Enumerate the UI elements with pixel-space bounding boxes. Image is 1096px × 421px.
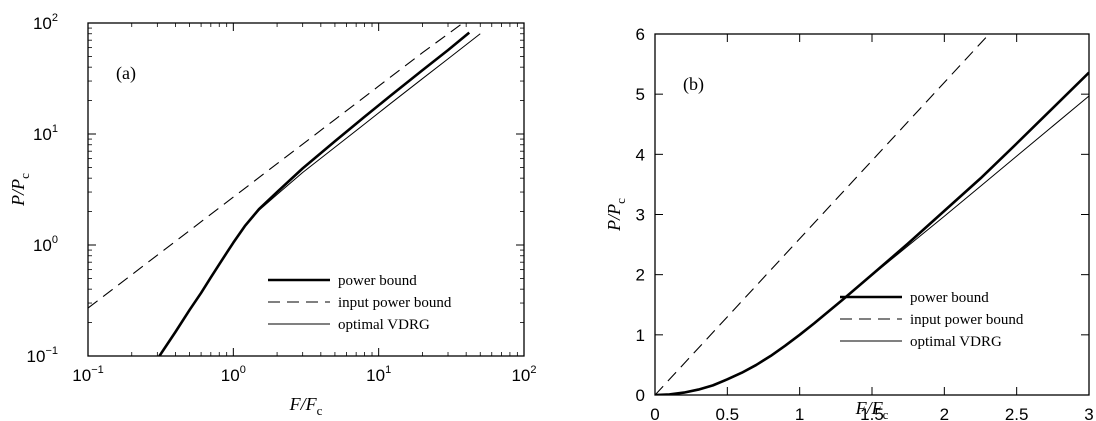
y-tick-base: 10 bbox=[33, 14, 52, 33]
y-tick-exp: 1 bbox=[52, 123, 58, 135]
y-tick-exp: 0 bbox=[52, 234, 58, 246]
x-tick-label-a-3: 102 bbox=[511, 364, 536, 385]
y-axis-label-b-num: P/P bbox=[604, 204, 624, 232]
y-tick-label-b-0: 0 bbox=[636, 386, 645, 405]
y-tick-label-b-6: 6 bbox=[636, 25, 645, 44]
y-tick-exp: 2 bbox=[52, 12, 58, 24]
x-tick-label-a-0: 10−1 bbox=[72, 364, 103, 385]
y-tick-base: 10 bbox=[33, 125, 52, 144]
x-tick-label-b-0: 0 bbox=[650, 405, 659, 421]
x-tick-label-b-5: 2.5 bbox=[1005, 405, 1029, 421]
legend-label-optimal-VDRG: optimal VDRG bbox=[338, 317, 430, 333]
x-tick-base: 10 bbox=[366, 366, 385, 385]
x-tick-exp: 0 bbox=[240, 364, 246, 376]
series-line-optimal-VDRG bbox=[655, 95, 1089, 395]
x-tick-label-b-2: 1 bbox=[795, 405, 804, 421]
y-axis-label-b: P/Pc bbox=[604, 198, 628, 232]
x-tick-exp: 1 bbox=[385, 364, 391, 376]
plot-frame-a bbox=[87, 22, 525, 357]
y-tick-label-b-3: 3 bbox=[636, 206, 645, 225]
y-tick-label-b-2: 2 bbox=[636, 266, 645, 285]
x-axis-label-b-num: F/F bbox=[855, 398, 884, 418]
x-tick-exp: −1 bbox=[91, 364, 104, 376]
legend-label-input-power-bound: input power bound bbox=[338, 295, 452, 311]
x-tick-label-a-1: 100 bbox=[221, 364, 246, 385]
series-line-power-bound bbox=[655, 71, 1089, 395]
legend-label-power-bound: power bound bbox=[338, 273, 417, 289]
y-tick-label-b-1: 1 bbox=[636, 326, 645, 345]
chart-panel-b: 0 0.5 1 1.5 2 2.5 3 0 1 2 3 4 5 6 (b) power bound input … bbox=[604, 25, 1094, 421]
x-axis-label-a: F/Fc bbox=[289, 394, 323, 418]
series-line-input-power-bound bbox=[88, 23, 464, 309]
panel-label-b: (b) bbox=[683, 74, 704, 95]
x-tick-exp: 2 bbox=[530, 364, 536, 376]
x-axis-label-b: F/Fc bbox=[855, 398, 889, 421]
y-tick-base: 10 bbox=[27, 347, 46, 366]
y-tick-label-b-5: 5 bbox=[636, 85, 645, 104]
y-axis-label-a-num: P/P bbox=[8, 179, 28, 207]
y-tick-label-a-3: 102 bbox=[33, 12, 58, 33]
x-tick-base: 10 bbox=[72, 366, 91, 385]
x-tick-label-b-4: 2 bbox=[940, 405, 949, 421]
legend-label-input-power-bound: input power bound bbox=[910, 312, 1024, 328]
y-tick-exp: −1 bbox=[45, 345, 58, 357]
panel-label-a: (a) bbox=[116, 63, 136, 84]
x-tick-label-b-3: 1.5 bbox=[860, 405, 884, 421]
y-tick-label-b-4: 4 bbox=[636, 145, 645, 164]
series-group-b bbox=[655, 34, 1089, 395]
y-tick-label-a-1: 100 bbox=[33, 234, 58, 255]
series-line-input-power-bound bbox=[655, 34, 990, 395]
series-line-optimal-VDRG bbox=[158, 33, 481, 356]
x-axis-label-a-sub: c bbox=[317, 403, 323, 418]
y-tick-label-a-0: 10−1 bbox=[27, 345, 58, 366]
y-tick-label-a-2: 101 bbox=[33, 123, 58, 144]
y-axis-label-a: P/Pc bbox=[8, 173, 32, 207]
series-group-a bbox=[88, 23, 481, 356]
x-tick-label-a-2: 101 bbox=[366, 364, 391, 385]
y-tick-base: 10 bbox=[33, 236, 52, 255]
x-tick-base: 10 bbox=[221, 366, 240, 385]
x-axis-label-a-num: F/F bbox=[289, 394, 318, 414]
x-tick-label-b-1: 0.5 bbox=[716, 405, 740, 421]
y-axis-label-b-sub: c bbox=[613, 198, 628, 204]
x-tick-base: 10 bbox=[511, 366, 530, 385]
legend-label-power-bound: power bound bbox=[910, 290, 989, 306]
x-axis-label-b-sub: c bbox=[883, 407, 889, 421]
x-tick-label-b-6: 3 bbox=[1084, 405, 1093, 421]
legend-label-optimal-VDRG: optimal VDRG bbox=[910, 334, 1002, 350]
y-axis-label-a-sub: c bbox=[17, 173, 32, 179]
